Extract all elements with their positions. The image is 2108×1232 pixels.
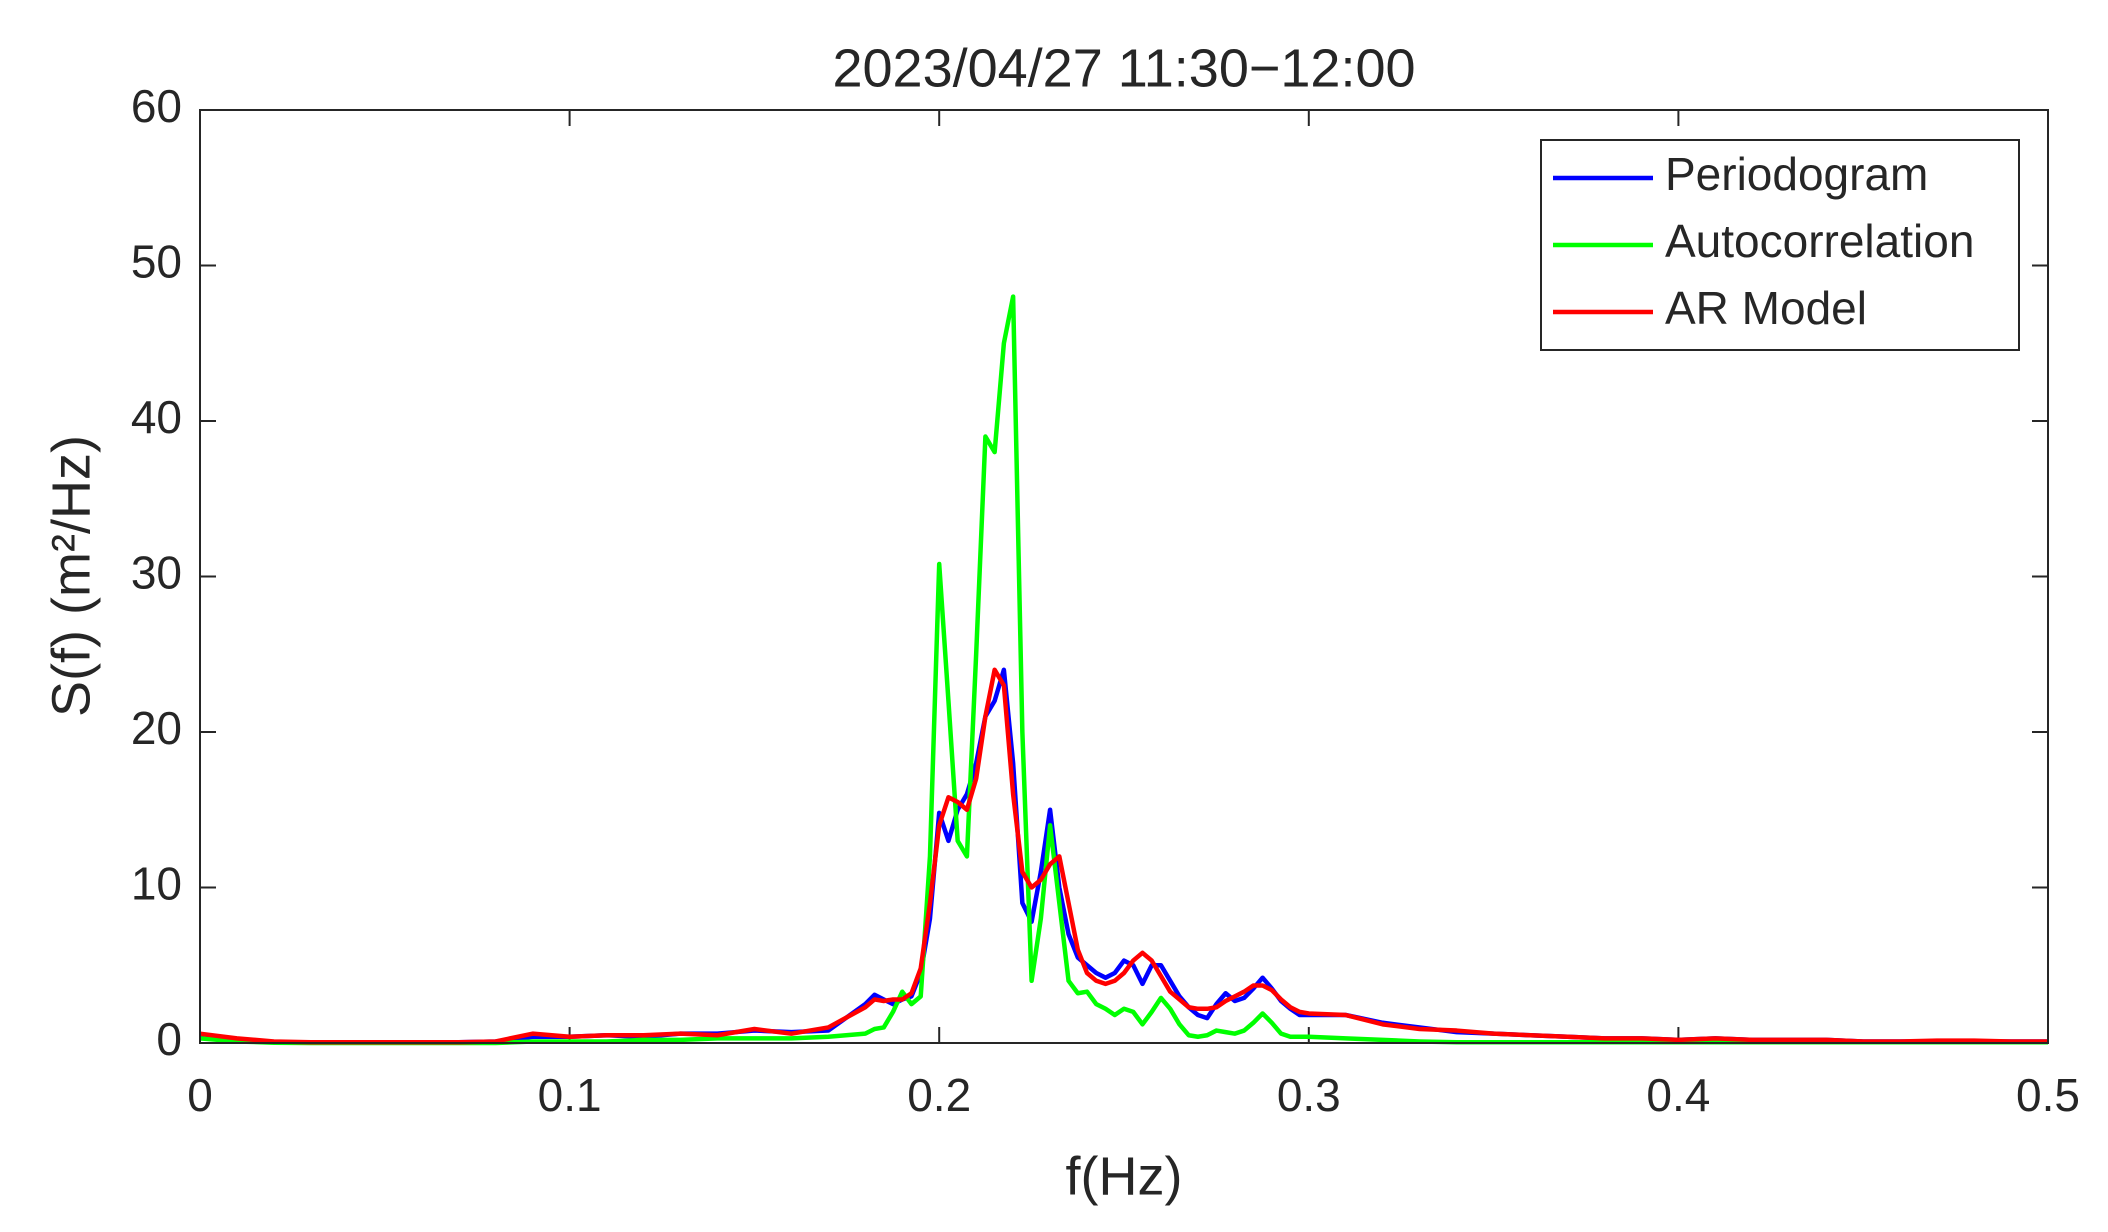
- y-tick-label: 10: [131, 858, 182, 910]
- y-tick-label: 60: [131, 80, 182, 132]
- plot-frame: [199, 109, 2049, 1044]
- y-tick-label: 20: [131, 702, 182, 754]
- y-tick-label: 30: [131, 547, 182, 599]
- chart-title: 2023/04/27 11:30−12:00: [832, 38, 1415, 98]
- y-tick-label: 50: [131, 236, 182, 288]
- x-tick-label: 0.1: [538, 1069, 602, 1121]
- x-tick-label: 0.4: [1646, 1069, 1710, 1121]
- y-tick-label: 40: [131, 391, 182, 443]
- legend-label: AR Model: [1665, 282, 1867, 334]
- y-axis-label: S(f) (m²/Hz): [41, 435, 101, 717]
- y-tick-label: 0: [156, 1013, 182, 1065]
- x-tick-label: 0.2: [907, 1069, 971, 1121]
- x-tick-label: 0.3: [1277, 1069, 1341, 1121]
- x-axis-label: f(Hz): [1066, 1146, 1183, 1206]
- data-line: [199, 667, 2048, 1045]
- legend-label: Autocorrelation: [1665, 215, 1974, 267]
- x-tick-label: 0.5: [2016, 1069, 2080, 1121]
- legend-label: Periodogram: [1665, 148, 1928, 200]
- x-tick-label: 0: [187, 1069, 213, 1121]
